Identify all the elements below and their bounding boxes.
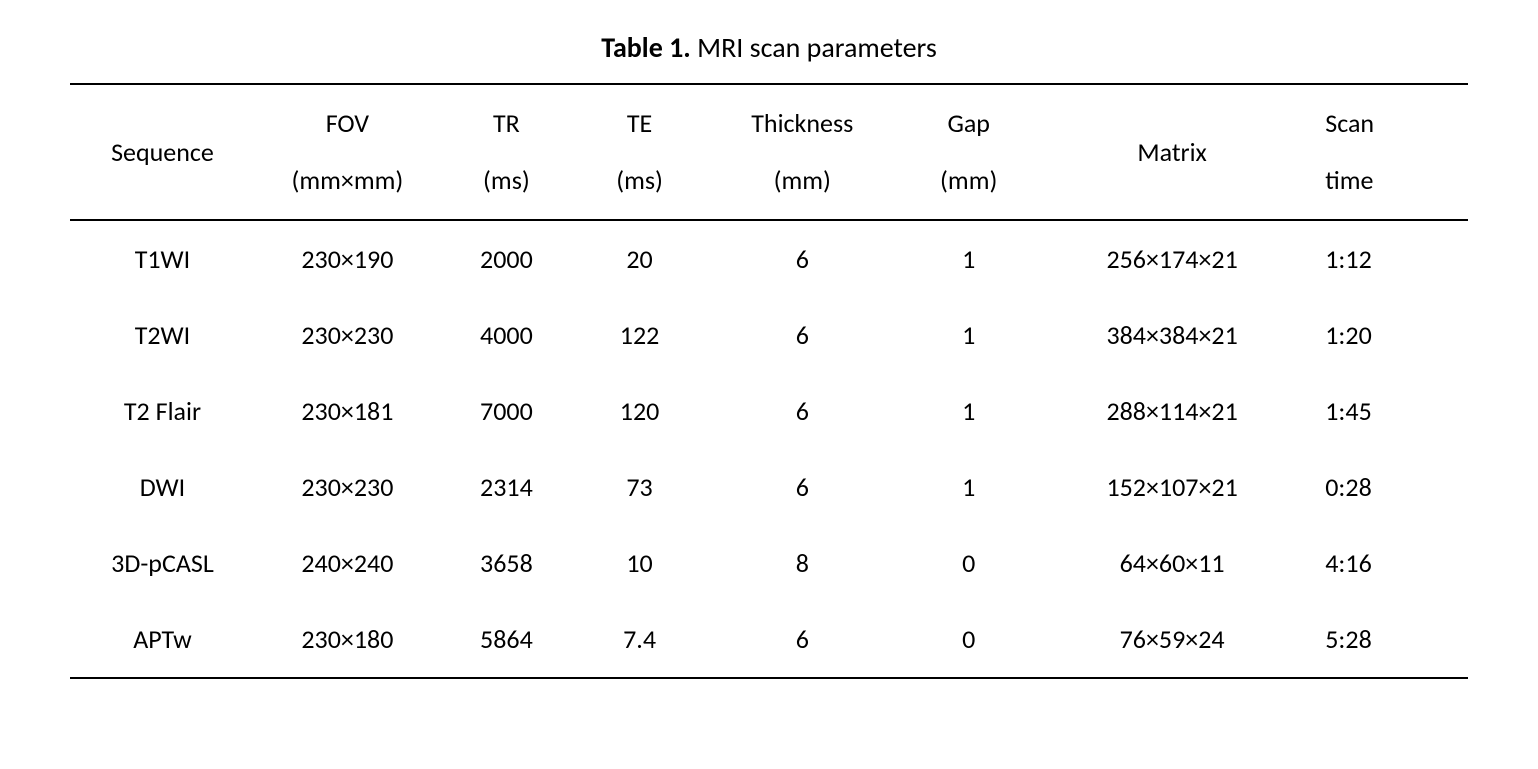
cell-matrix: 384×384×21 <box>1039 297 1305 373</box>
cell-scantime: 1:20 <box>1305 297 1468 373</box>
col-header-scantime-line2: time <box>1325 152 1464 209</box>
cell-gap: 1 <box>898 220 1039 297</box>
col-header-sequence: Sequence <box>70 84 255 220</box>
cell-fov: 240×240 <box>255 525 440 601</box>
col-header-te-line2: (ms) <box>577 152 702 209</box>
cell-te: 122 <box>573 297 706 373</box>
cell-tr: 7000 <box>440 373 573 449</box>
cell-scantime: 1:12 <box>1305 220 1468 297</box>
col-header-fov: FOV (mm×mm) <box>255 84 440 220</box>
table-row: DWI 230×230 2314 73 6 1 152×107×21 0:28 <box>70 449 1468 525</box>
cell-tr: 3658 <box>440 525 573 601</box>
cell-fov: 230×181 <box>255 373 440 449</box>
col-header-tr: TR (ms) <box>440 84 573 220</box>
cell-fov: 230×230 <box>255 449 440 525</box>
table-body: T1WI 230×190 2000 20 6 1 256×174×21 1:12… <box>70 220 1468 678</box>
col-header-fov-line2: (mm×mm) <box>259 152 436 209</box>
cell-thickness: 8 <box>706 525 898 601</box>
table-row: APTw 230×180 5864 7.4 6 0 76×59×24 5:28 <box>70 601 1468 678</box>
col-header-te: TE (ms) <box>573 84 706 220</box>
table-title: Table 1. MRI scan parameters <box>70 30 1468 65</box>
cell-matrix: 152×107×21 <box>1039 449 1305 525</box>
table-row: T2 Flair 230×181 7000 120 6 1 288×114×21… <box>70 373 1468 449</box>
table-title-bold: Table 1. <box>601 30 691 65</box>
col-header-scantime: Scan time <box>1305 84 1468 220</box>
cell-thickness: 6 <box>706 601 898 678</box>
table-title-normal: MRI scan parameters <box>691 30 937 65</box>
cell-gap: 1 <box>898 449 1039 525</box>
cell-matrix: 256×174×21 <box>1039 220 1305 297</box>
cell-scantime: 4:16 <box>1305 525 1468 601</box>
cell-thickness: 6 <box>706 297 898 373</box>
cell-fov: 230×180 <box>255 601 440 678</box>
cell-gap: 1 <box>898 373 1039 449</box>
cell-fov: 230×190 <box>255 220 440 297</box>
cell-sequence: T1WI <box>70 220 255 297</box>
col-header-gap-line1: Gap <box>902 95 1035 152</box>
col-header-gap: Gap (mm) <box>898 84 1039 220</box>
col-header-tr-line2: (ms) <box>444 152 569 209</box>
cell-thickness: 6 <box>706 373 898 449</box>
cell-tr: 5864 <box>440 601 573 678</box>
table-header: Sequence FOV (mm×mm) TR (ms) TE (ms) Thi… <box>70 84 1468 220</box>
cell-tr: 4000 <box>440 297 573 373</box>
cell-sequence: T2WI <box>70 297 255 373</box>
cell-te: 20 <box>573 220 706 297</box>
col-header-scantime-line1: Scan <box>1325 95 1464 152</box>
cell-sequence: T2 Flair <box>70 373 255 449</box>
cell-gap: 0 <box>898 525 1039 601</box>
cell-scantime: 5:28 <box>1305 601 1468 678</box>
cell-gap: 1 <box>898 297 1039 373</box>
cell-te: 10 <box>573 525 706 601</box>
col-header-thickness-line1: Thickness <box>710 95 894 152</box>
col-header-matrix-line1: Matrix <box>1043 124 1301 181</box>
col-header-thickness: Thickness (mm) <box>706 84 898 220</box>
cell-fov: 230×230 <box>255 297 440 373</box>
col-header-matrix: Matrix <box>1039 84 1305 220</box>
col-header-fov-line1: FOV <box>259 95 436 152</box>
mri-parameters-table: Sequence FOV (mm×mm) TR (ms) TE (ms) Thi… <box>70 83 1468 679</box>
col-header-te-line1: TE <box>577 95 702 152</box>
cell-scantime: 1:45 <box>1305 373 1468 449</box>
col-header-sequence-line1: Sequence <box>74 124 251 181</box>
cell-gap: 0 <box>898 601 1039 678</box>
cell-sequence: DWI <box>70 449 255 525</box>
table-row: T1WI 230×190 2000 20 6 1 256×174×21 1:12 <box>70 220 1468 297</box>
cell-tr: 2314 <box>440 449 573 525</box>
col-header-tr-line1: TR <box>444 95 569 152</box>
mri-parameters-table-container: Table 1. MRI scan parameters Sequence FO… <box>70 30 1468 679</box>
cell-scantime: 0:28 <box>1305 449 1468 525</box>
cell-sequence: 3D-pCASL <box>70 525 255 601</box>
table-header-row: Sequence FOV (mm×mm) TR (ms) TE (ms) Thi… <box>70 84 1468 220</box>
col-header-thickness-line2: (mm) <box>710 152 894 209</box>
cell-matrix: 288×114×21 <box>1039 373 1305 449</box>
cell-tr: 2000 <box>440 220 573 297</box>
cell-matrix: 64×60×11 <box>1039 525 1305 601</box>
cell-thickness: 6 <box>706 220 898 297</box>
table-row: T2WI 230×230 4000 122 6 1 384×384×21 1:2… <box>70 297 1468 373</box>
col-header-gap-line2: (mm) <box>902 152 1035 209</box>
cell-sequence: APTw <box>70 601 255 678</box>
cell-matrix: 76×59×24 <box>1039 601 1305 678</box>
table-row: 3D-pCASL 240×240 3658 10 8 0 64×60×11 4:… <box>70 525 1468 601</box>
cell-te: 7.4 <box>573 601 706 678</box>
cell-te: 73 <box>573 449 706 525</box>
cell-thickness: 6 <box>706 449 898 525</box>
cell-te: 120 <box>573 373 706 449</box>
